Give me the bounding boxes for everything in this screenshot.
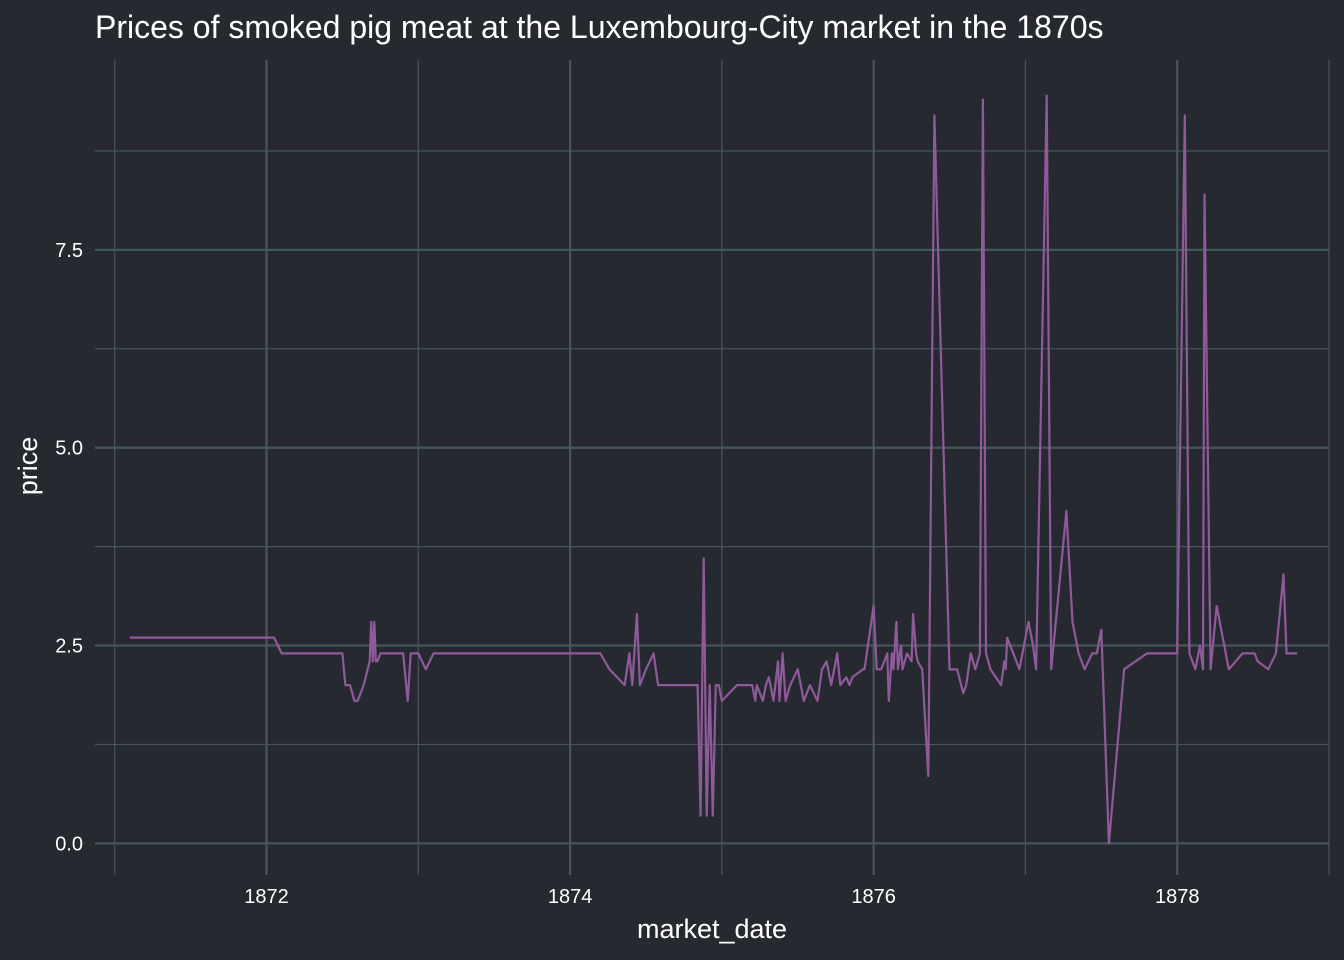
- x-tick-label: 1874: [548, 886, 593, 908]
- y-tick-label: 0.0: [55, 833, 83, 855]
- y-tick-label: 5.0: [55, 438, 83, 460]
- chart-title: Prices of smoked pig meat at the Luxembo…: [95, 9, 1103, 45]
- y-tick-label: 7.5: [55, 240, 83, 262]
- tick-labels: 1872 1874 1876 1878 0.0 2.5 5.0 7.5: [55, 240, 1199, 908]
- x-tick-label: 1872: [244, 886, 289, 908]
- y-axis-title: price: [13, 437, 43, 496]
- x-tick-label: 1876: [851, 886, 896, 908]
- data-layer: [129, 94, 1298, 845]
- x-tick-label: 1878: [1155, 886, 1200, 908]
- series-line: [129, 94, 1298, 845]
- x-axis-title: market_date: [637, 914, 787, 944]
- y-tick-label: 2.5: [55, 636, 83, 658]
